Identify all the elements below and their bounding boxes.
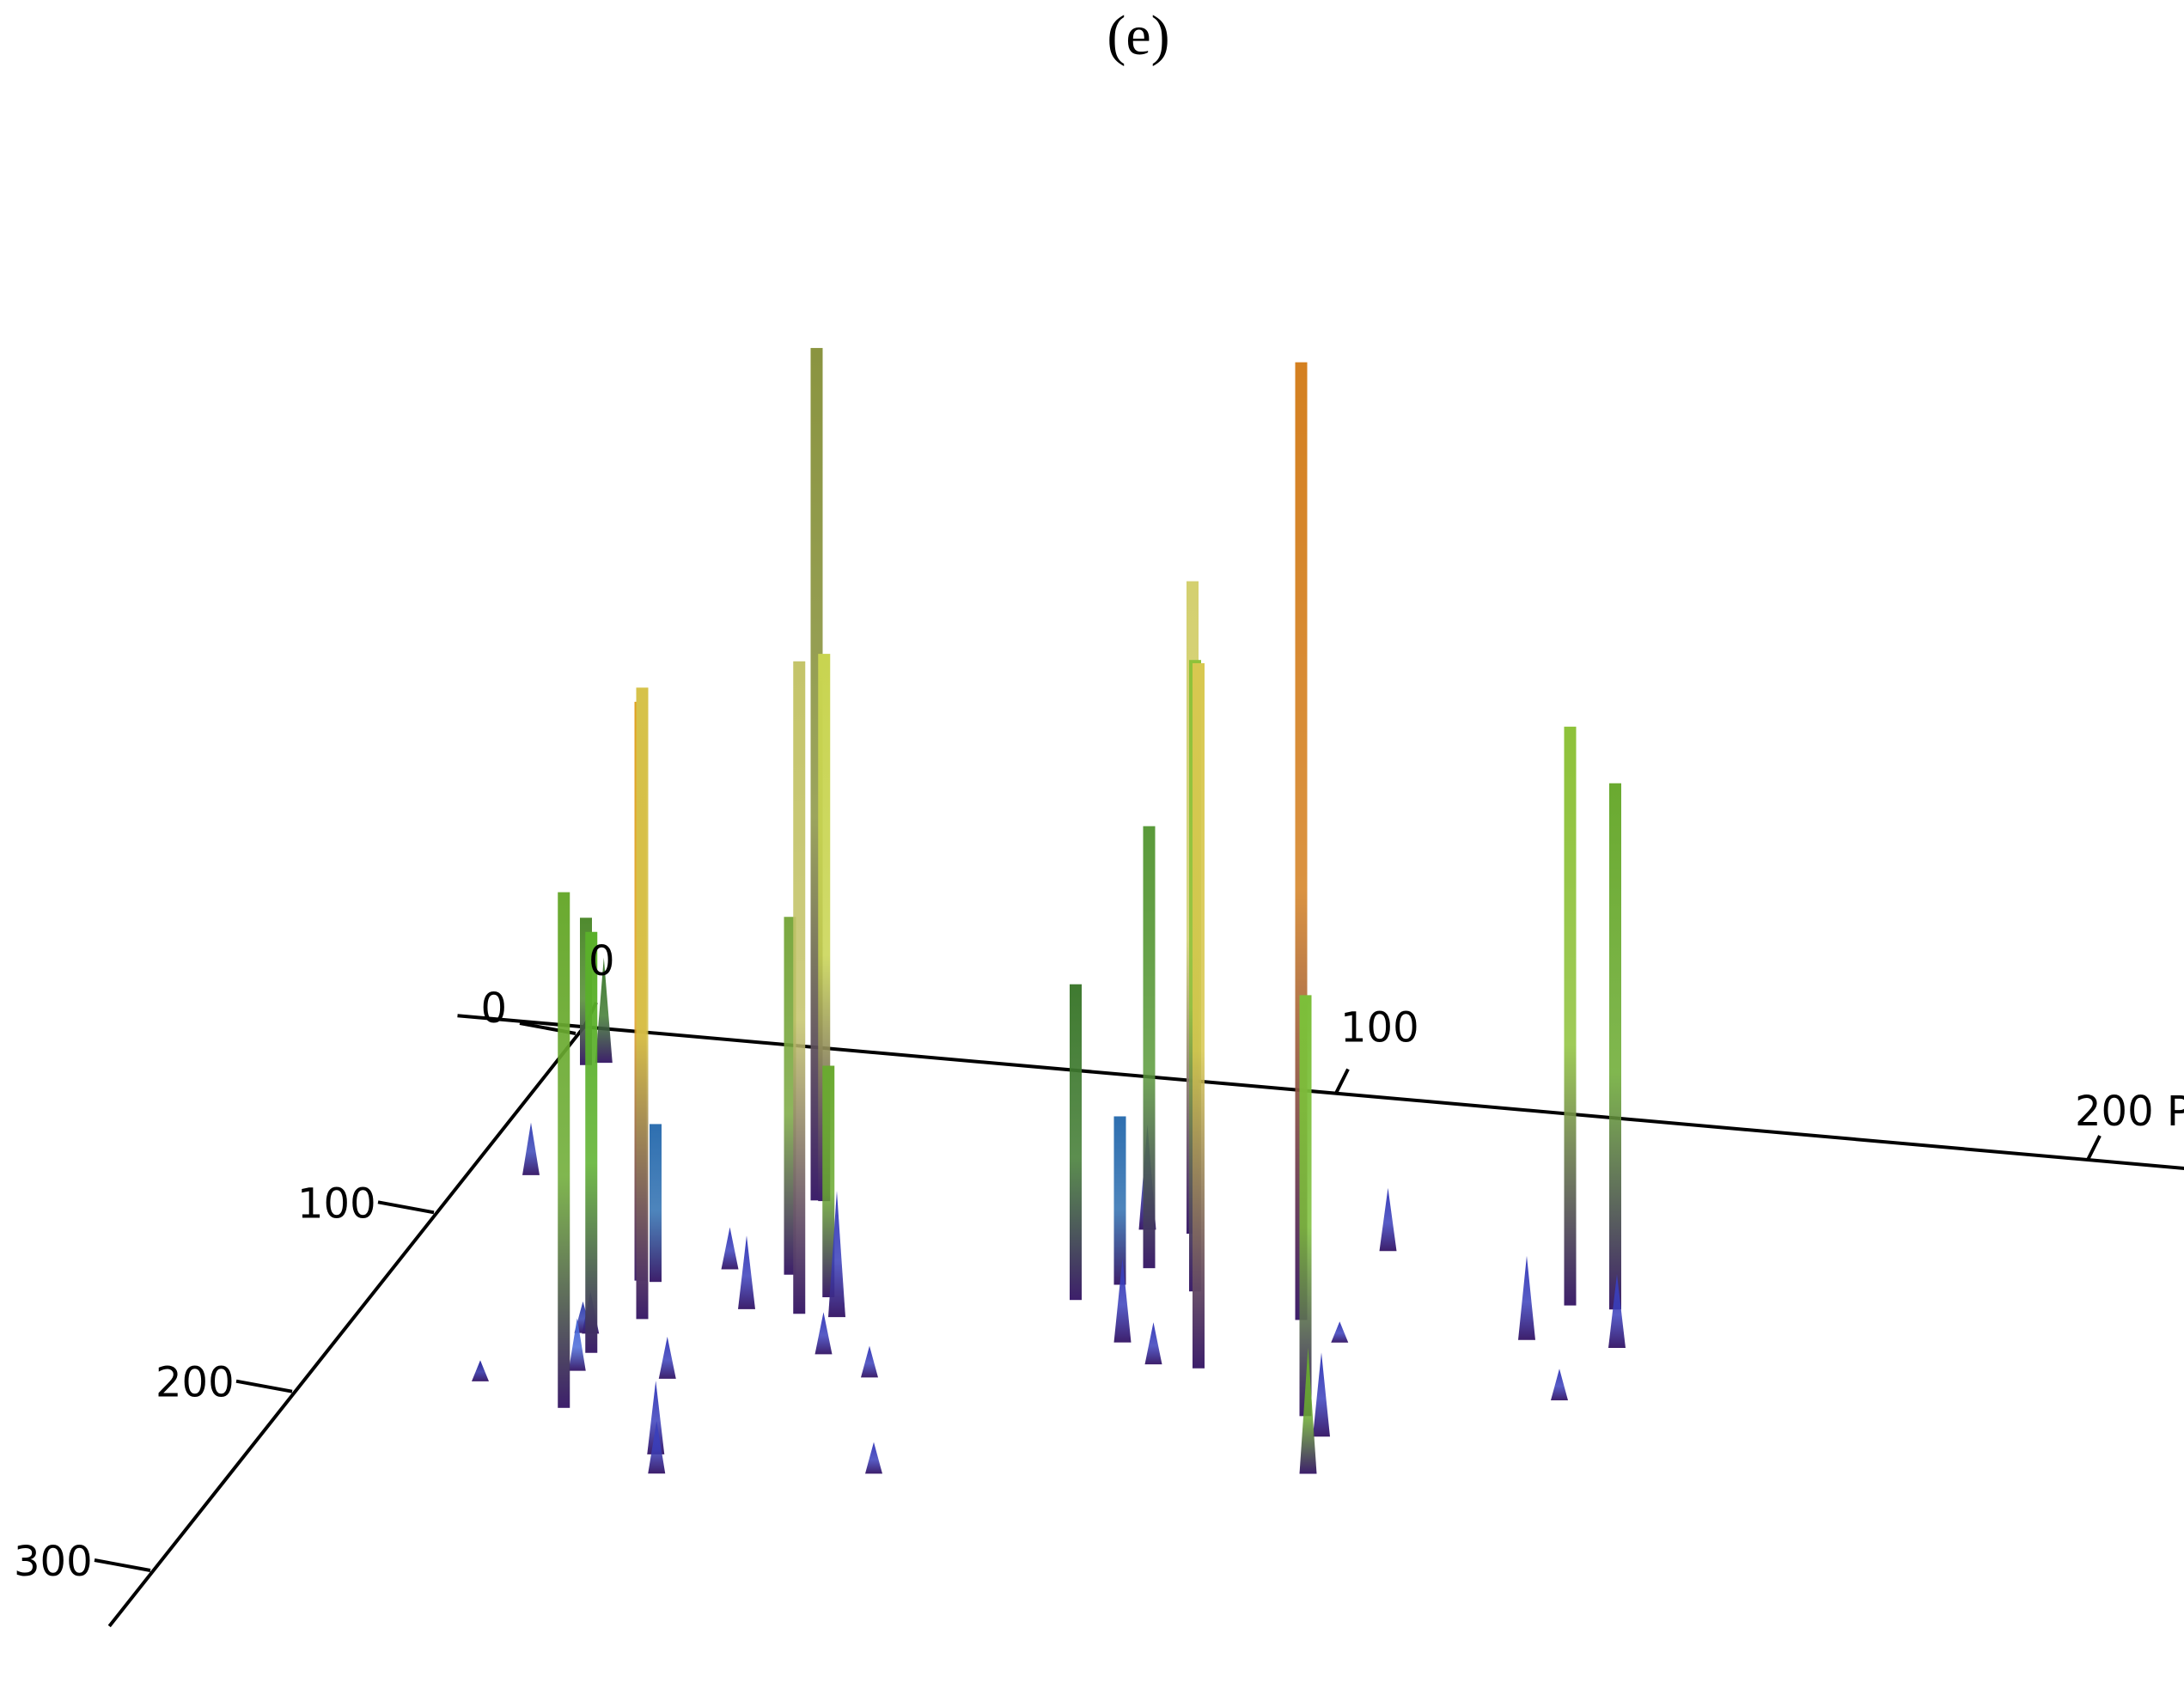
- spike: [658, 1336, 676, 1379]
- y-tick-label: 300: [14, 1538, 93, 1586]
- spike: [636, 687, 649, 1320]
- spike: [585, 931, 598, 1353]
- x-axis-line: [457, 1014, 2184, 1170]
- spike: [558, 892, 570, 1408]
- spike: [861, 1345, 878, 1378]
- spike: [1299, 1347, 1317, 1474]
- spike: [647, 1381, 665, 1454]
- spike: [1143, 826, 1156, 1269]
- spike: [648, 1420, 666, 1474]
- spike: [1113, 1258, 1132, 1343]
- x-tick: [1334, 1068, 1350, 1094]
- spike: [568, 1318, 586, 1371]
- y-tick-label: 0: [480, 985, 507, 1033]
- spike: [1564, 726, 1577, 1306]
- y-tick-label: 100: [297, 1180, 376, 1228]
- axes-layer: [94, 1002, 2184, 1628]
- y-tick: [377, 1200, 435, 1215]
- spike: [1331, 1321, 1349, 1343]
- spike: [1518, 1255, 1535, 1340]
- spike: [472, 1360, 489, 1381]
- x-tick-label: 0: [589, 937, 615, 985]
- x-tick: [2086, 1135, 2102, 1161]
- spike: [793, 661, 806, 1314]
- spike: [822, 1065, 835, 1298]
- spike: [522, 1122, 540, 1175]
- spike-layer: [472, 348, 1626, 1474]
- spike: [1070, 984, 1082, 1301]
- y-tick-label: 200: [156, 1359, 235, 1407]
- spike: [1193, 663, 1205, 1369]
- spike: [650, 1124, 662, 1283]
- spike: [828, 1191, 845, 1318]
- spike: [865, 1442, 882, 1474]
- spike: [721, 1227, 739, 1270]
- x-tick-label: 100: [1340, 1004, 1419, 1052]
- spike: [1299, 995, 1312, 1417]
- tick-label-layer: 0 100 200 Pixel 0 100 200 300: [14, 937, 2184, 1586]
- spike: [595, 957, 613, 1064]
- spike: [814, 1312, 833, 1355]
- spike: [1144, 1322, 1162, 1365]
- y-tick: [94, 1558, 151, 1572]
- spike: [1313, 1352, 1330, 1437]
- spike: [1113, 1116, 1126, 1285]
- spike: [1609, 783, 1621, 1310]
- spike: [1608, 1274, 1626, 1348]
- spike: [784, 917, 796, 1275]
- spike: [818, 654, 831, 1202]
- y-tick: [235, 1379, 293, 1393]
- spike: [738, 1235, 755, 1309]
- panel-label: (e): [1107, 4, 1170, 67]
- y-axis-line: [107, 1025, 586, 1628]
- spike: [1379, 1187, 1397, 1252]
- spike: [1551, 1369, 1568, 1400]
- x-tick-label: 200 Pixel: [2075, 1088, 2184, 1136]
